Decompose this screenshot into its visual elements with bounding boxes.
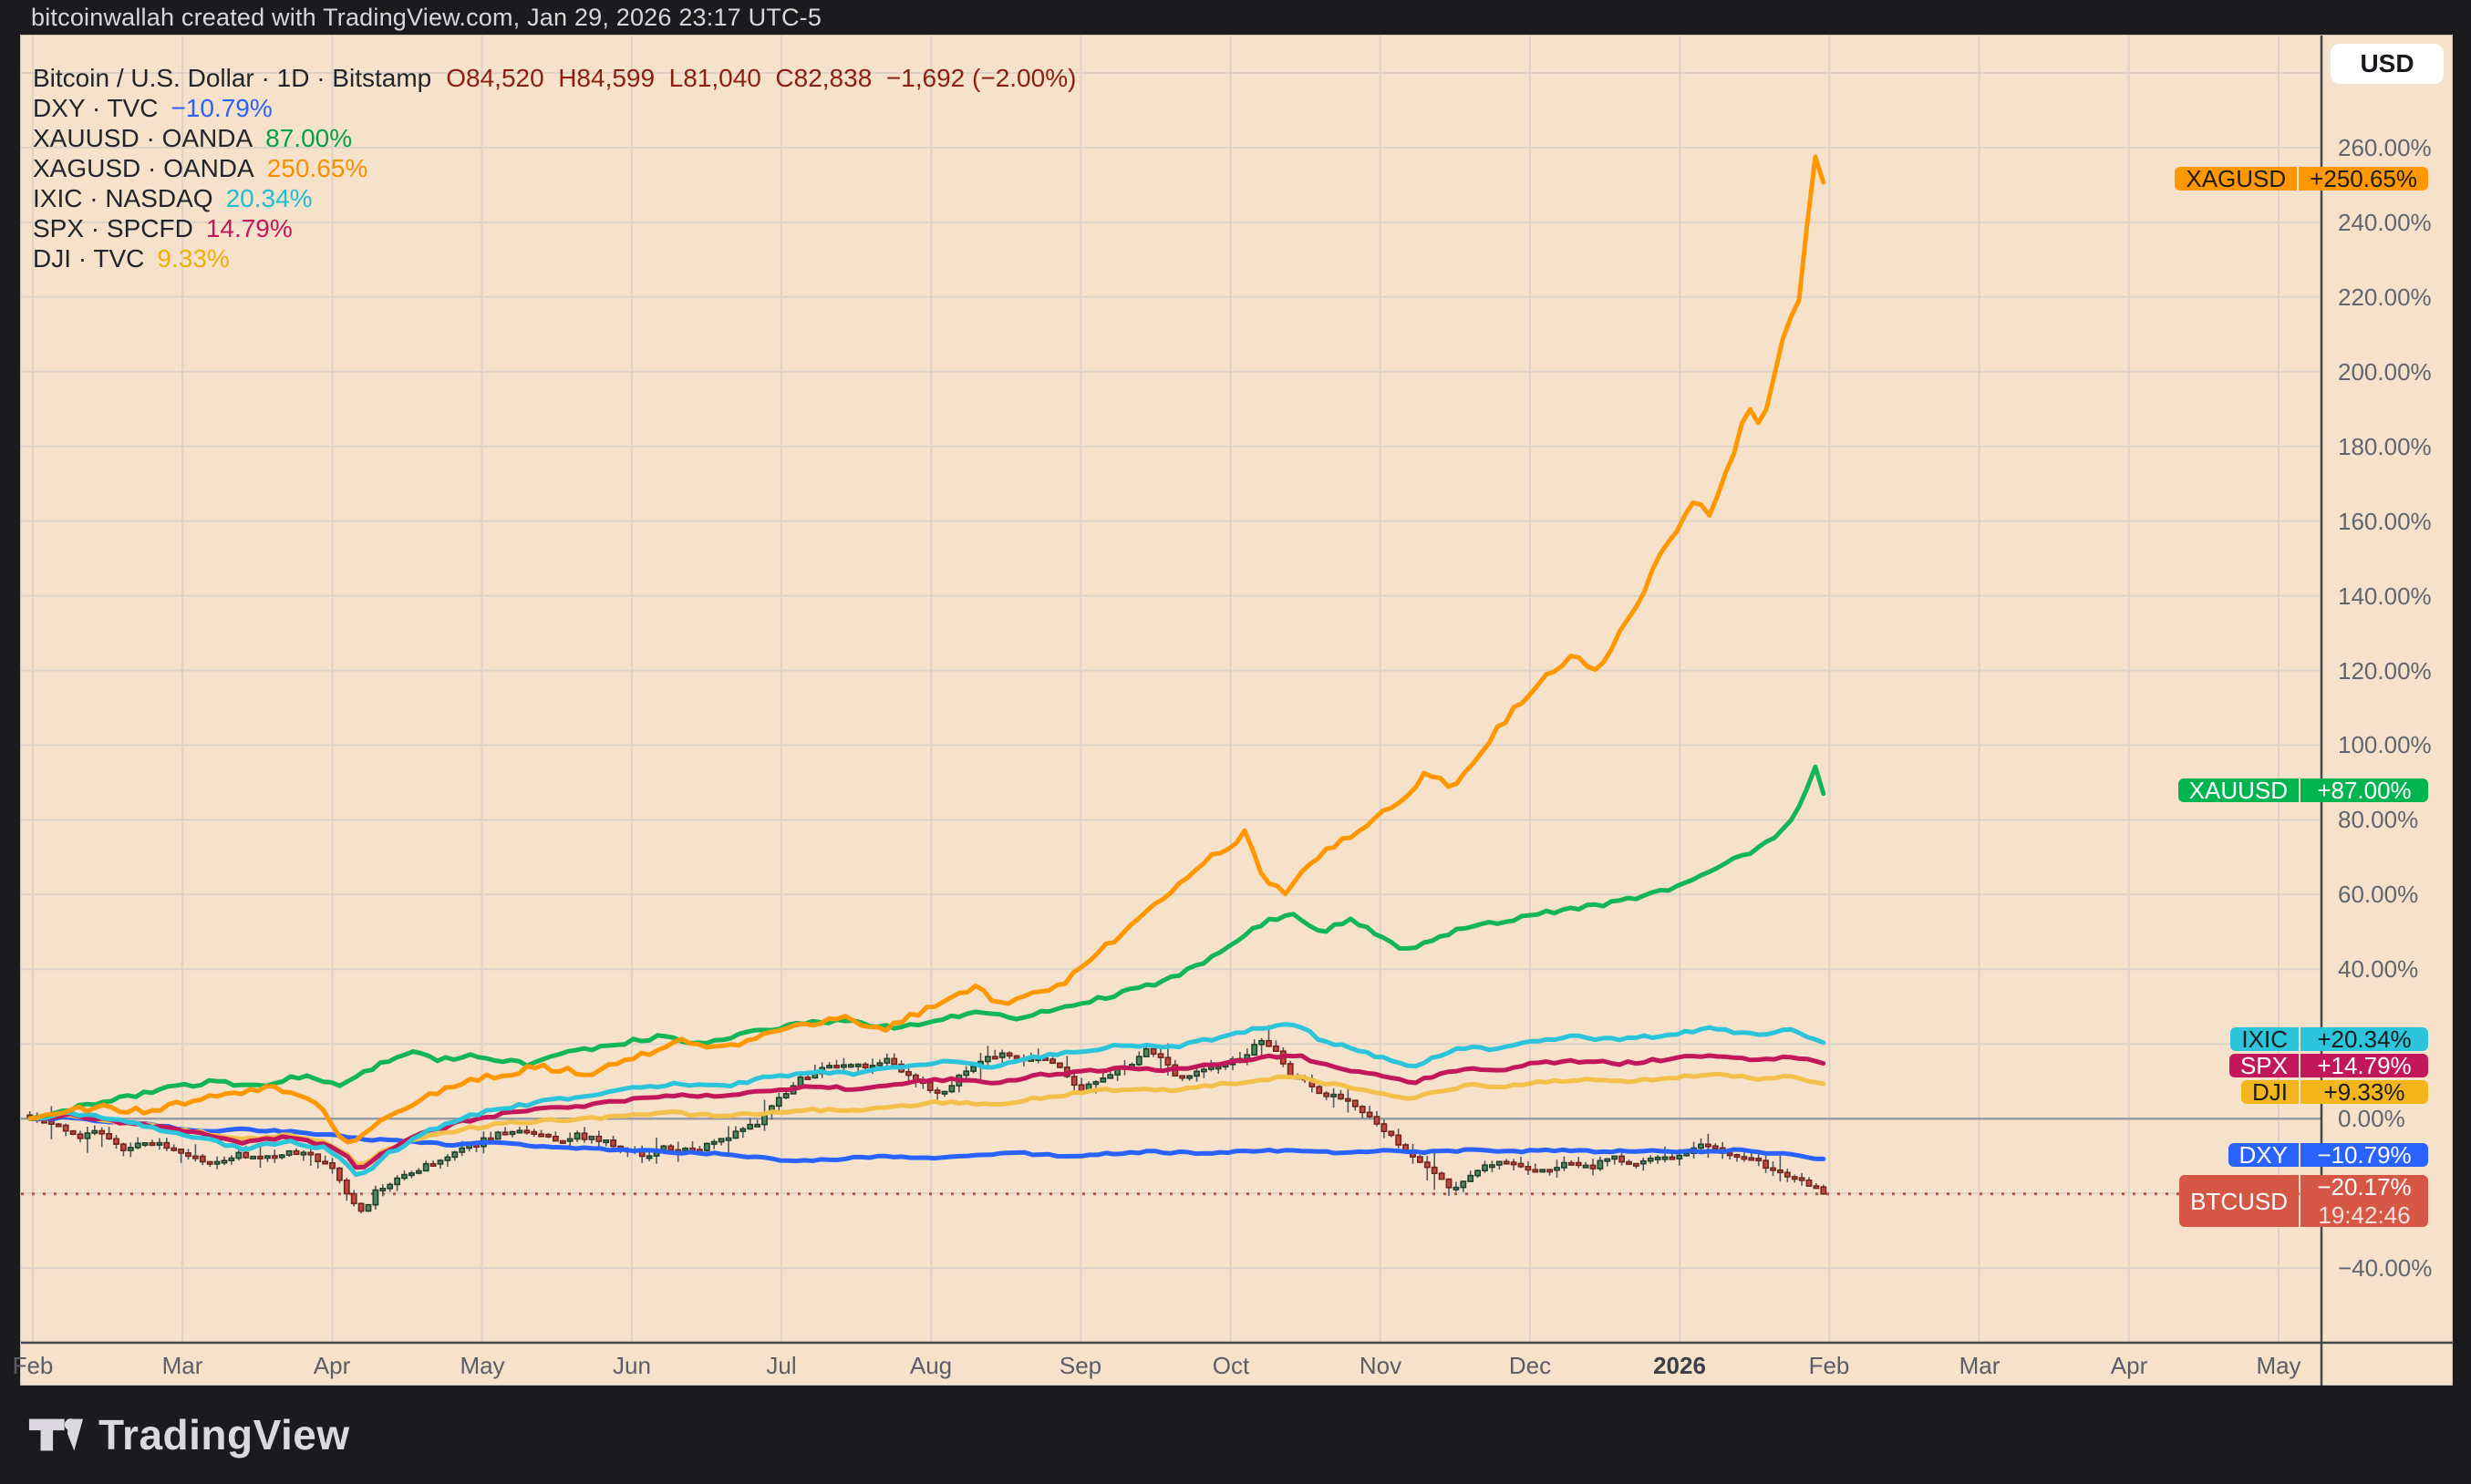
price-axis-label: 200.00% — [2338, 357, 2432, 386]
badge-change-percent: +250.65% — [2310, 165, 2417, 192]
time-axis-label-may: May — [2256, 1352, 2301, 1379]
price-axis-label: 260.00% — [2338, 133, 2432, 161]
legend-row-ixic[interactable]: IXIC · NASDAQ 20.34% — [33, 183, 1076, 213]
time-axis-label-jun: Jun — [613, 1352, 651, 1379]
chart-panel[interactable]: Bitcoin / U.S. Dollar · 1D · Bitstamp O8… — [13, 35, 2454, 1386]
badge-change-percent: −10.79% — [2317, 1141, 2412, 1169]
price-badge-spx[interactable]: SPX +14.79% — [2228, 1054, 2428, 1077]
time-axis-label-feb: Feb — [12, 1352, 54, 1379]
time-axis-label-mar: Mar — [161, 1352, 203, 1379]
legend-change-value: 20.34% — [225, 183, 313, 212]
legend-symbol: DXY · TVC — [33, 93, 159, 122]
time-axis-label-oct: Oct — [1212, 1352, 1250, 1379]
legend-row-dji[interactable]: DJI · TVC 9.33% — [33, 243, 1076, 273]
badge-symbol-tag: XAUUSD — [2177, 778, 2299, 802]
price-axis-label: 160.00% — [2338, 507, 2432, 535]
badge-value: +250.65% — [2299, 167, 2428, 191]
time-axis-label-may: May — [460, 1352, 505, 1379]
time-axis-label-jul: Jul — [766, 1352, 797, 1379]
badge-value: +87.00% — [2300, 778, 2428, 802]
legend-symbol: SPX · SPCFD — [33, 213, 193, 242]
currency-toggle-button[interactable]: USD — [2331, 44, 2444, 84]
time-axis-label-apr: Apr — [313, 1352, 351, 1379]
tradingview-wordmark[interactable]: TradingView — [98, 1411, 350, 1458]
legend-symbol: DJI · TVC — [33, 243, 145, 273]
badge-change-percent: +9.33% — [2323, 1078, 2405, 1106]
snapshot-attribution: bitcoinwallah created with TradingView.c… — [31, 3, 822, 31]
time-axis-label-nov: Nov — [1359, 1352, 1402, 1379]
price-badge-dxy[interactable]: DXY −10.79% — [2228, 1143, 2428, 1167]
tradingview-logo-icon[interactable] — [27, 1412, 84, 1458]
time-axis-label-2026: 2026 — [1653, 1352, 1706, 1379]
time-axis-label-feb: Feb — [1808, 1352, 1850, 1379]
legend-symbol: XAUUSD · OANDA — [33, 123, 253, 152]
legend-symbol-title: Bitcoin / U.S. Dollar · 1D · Bitstamp — [33, 63, 432, 92]
legend-change-value: −10.79% — [171, 93, 273, 122]
legend-change-value: 250.65% — [266, 153, 368, 182]
legend-symbol: IXIC · NASDAQ — [33, 183, 213, 212]
price-axis-label: 120.00% — [2338, 656, 2432, 685]
price-axis-label: 60.00% — [2338, 880, 2419, 908]
legend-change-value: 9.33% — [157, 243, 230, 273]
price-chart-plot[interactable] — [21, 36, 2454, 1386]
price-badge-ixic[interactable]: IXIC +20.34% — [2230, 1027, 2428, 1051]
badge-symbol-tag: SPX — [2228, 1054, 2299, 1077]
price-axis-label: 180.00% — [2338, 432, 2432, 460]
badge-value: −10.79% — [2300, 1143, 2428, 1167]
time-axis-label-mar: Mar — [1959, 1352, 2001, 1379]
price-axis-label: 140.00% — [2338, 582, 2432, 610]
price-axis-label: −40.00% — [2338, 1253, 2433, 1282]
badge-value: +20.34% — [2300, 1027, 2428, 1051]
badge-symbol-tag: BTCUSD — [2179, 1175, 2299, 1227]
legend-row-spx[interactable]: SPX · SPCFD 14.79% — [33, 213, 1076, 243]
badge-symbol-tag: XAGUSD — [2175, 167, 2298, 191]
badge-symbol-tag: IXIC — [2230, 1027, 2299, 1051]
price-axis-label: 240.00% — [2338, 208, 2432, 236]
price-badge-dji[interactable]: DJI +9.33% — [2241, 1080, 2428, 1104]
badge-bar-countdown: 19:42:46 — [2318, 1201, 2411, 1229]
footer-bar: TradingView — [0, 1386, 2471, 1484]
legend-row-dxy[interactable]: DXY · TVC −10.79% — [33, 93, 1076, 123]
badge-change-percent: +20.34% — [2317, 1025, 2412, 1053]
time-axis-label-dec: Dec — [1508, 1352, 1552, 1379]
badge-change-percent: −20.17% — [2317, 1173, 2412, 1201]
badge-value: +14.79% — [2300, 1054, 2428, 1077]
price-axis-label: 40.00% — [2338, 954, 2419, 983]
legend-ohlc-values: O84,520 H84,599 L81,040 C82,838 −1,692 (… — [446, 63, 1077, 92]
price-axis-label: 80.00% — [2338, 805, 2419, 833]
badge-value: −20.17% 19:42:46 — [2300, 1175, 2428, 1227]
badge-symbol-tag: DXY — [2228, 1143, 2299, 1167]
chart-legend: Bitcoin / U.S. Dollar · 1D · Bitstamp O8… — [33, 63, 1076, 273]
legend-row-xagusd[interactable]: XAGUSD · OANDA 250.65% — [33, 153, 1076, 183]
price-badge-btcusd[interactable]: BTCUSD −20.17% 19:42:46 — [2179, 1175, 2428, 1227]
time-axis-label-apr: Apr — [2110, 1352, 2148, 1379]
badge-change-percent: +87.00% — [2317, 777, 2412, 804]
legend-row-xauusd[interactable]: XAUUSD · OANDA 87.00% — [33, 123, 1076, 153]
badge-change-percent: +14.79% — [2317, 1052, 2412, 1079]
price-axis-label: 0.00% — [2338, 1104, 2405, 1132]
price-badge-xauusd[interactable]: XAUUSD +87.00% — [2177, 778, 2428, 802]
legend-row-btcusd[interactable]: Bitcoin / U.S. Dollar · 1D · Bitstamp O8… — [33, 63, 1076, 93]
price-axis-label: 100.00% — [2338, 730, 2432, 758]
legend-change-value: 87.00% — [265, 123, 353, 152]
badge-symbol-tag: DJI — [2241, 1080, 2299, 1104]
badge-value: +9.33% — [2300, 1080, 2428, 1104]
legend-symbol: XAGUSD · OANDA — [33, 153, 254, 182]
legend-change-value: 14.79% — [205, 213, 293, 242]
price-axis-label: 220.00% — [2338, 283, 2432, 311]
time-axis-label-sep: Sep — [1059, 1352, 1102, 1379]
time-axis-label-aug: Aug — [909, 1352, 953, 1379]
snapshot-header: bitcoinwallah created with TradingView.c… — [0, 0, 2471, 35]
price-badge-xagusd[interactable]: XAGUSD +250.65% — [2175, 167, 2428, 191]
